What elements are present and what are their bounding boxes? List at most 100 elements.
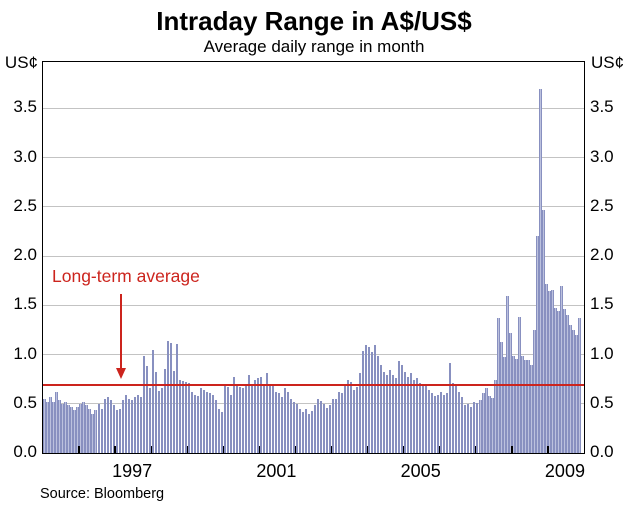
- bar: [184, 382, 187, 453]
- bar: [298, 408, 302, 453]
- bar: [61, 403, 64, 453]
- bar: [455, 386, 458, 453]
- x-tick-label: 1997: [112, 461, 153, 481]
- bar: [70, 406, 73, 453]
- bar: [91, 413, 94, 453]
- bar: [389, 370, 392, 453]
- bar: [169, 342, 172, 453]
- bar: [178, 380, 181, 453]
- bar: [310, 410, 314, 453]
- gridline: [43, 304, 584, 306]
- bar: [100, 408, 103, 453]
- bar: [548, 291, 551, 453]
- bar: [461, 396, 464, 453]
- y-axis-unit-left: US¢: [4, 53, 38, 72]
- bar: [343, 385, 347, 453]
- bar: [268, 385, 272, 453]
- bar: [247, 375, 251, 453]
- bar: [404, 372, 407, 453]
- bar: [431, 392, 434, 453]
- bar: [352, 389, 356, 453]
- bar: [383, 372, 386, 453]
- bar: [265, 373, 269, 453]
- bar: [395, 378, 398, 453]
- x-tick-label: 2005: [400, 461, 441, 481]
- bar: [193, 394, 196, 453]
- bar: [43, 398, 46, 453]
- y-tick-label: 3.5: [13, 97, 37, 117]
- bar: [494, 380, 497, 453]
- bar: [413, 380, 416, 453]
- bar: [530, 365, 533, 453]
- bar: [407, 377, 410, 453]
- bar: [346, 380, 350, 453]
- bar: [392, 375, 395, 453]
- bar: [121, 399, 124, 453]
- bar: [464, 404, 467, 453]
- bar: [277, 392, 281, 453]
- bar: [334, 398, 338, 453]
- bar: [575, 334, 578, 453]
- bar: [208, 392, 211, 453]
- bar: [202, 389, 205, 453]
- bar: [337, 391, 341, 453]
- bar: [205, 391, 208, 453]
- x-tick: [511, 446, 513, 453]
- y-tick-label: 3.0: [13, 146, 37, 166]
- bar: [244, 385, 248, 453]
- bar: [292, 401, 296, 453]
- bar: [157, 390, 160, 453]
- bar: [235, 384, 239, 453]
- y-tick-label: 3.5: [590, 97, 614, 117]
- bar: [503, 357, 506, 453]
- bar: [560, 285, 563, 453]
- bar: [52, 401, 55, 453]
- bar: [422, 386, 425, 453]
- bar: [118, 408, 121, 453]
- y-tick-label: 1.0: [13, 343, 37, 363]
- bar: [545, 283, 548, 453]
- y-axis-unit-right: US¢: [591, 53, 625, 72]
- bar: [295, 403, 299, 453]
- bar: [103, 398, 106, 453]
- y-tick-label: 0.0: [13, 442, 37, 461]
- bar: [301, 411, 305, 453]
- y-tick-label: 2.5: [590, 195, 614, 215]
- bar: [419, 383, 422, 453]
- x-tick: [402, 446, 405, 453]
- bar: [214, 399, 217, 453]
- y-tick-label: 1.0: [590, 343, 614, 363]
- bar: [500, 341, 503, 453]
- bar: [154, 372, 157, 453]
- x-tick: [186, 446, 188, 453]
- bar: [190, 391, 193, 453]
- long-term-average-label: Long-term average: [52, 266, 200, 286]
- bar: [49, 396, 52, 453]
- x-tick: [222, 446, 225, 453]
- bar: [428, 389, 431, 453]
- bar: [371, 351, 374, 453]
- bar: [512, 355, 515, 453]
- bar: [304, 408, 308, 453]
- bar: [410, 373, 413, 453]
- bar: [181, 381, 184, 453]
- bar: [187, 383, 190, 453]
- bar: [46, 401, 49, 453]
- bar: [440, 391, 443, 453]
- bar: [542, 209, 545, 453]
- bar: [521, 355, 524, 453]
- y-tick-label: 0.5: [13, 392, 37, 412]
- bar: [55, 391, 58, 453]
- bar: [133, 396, 136, 453]
- x-tick: [150, 446, 152, 453]
- bar: [476, 402, 479, 453]
- bar: [449, 363, 452, 453]
- bar: [76, 406, 79, 453]
- bar: [163, 369, 166, 453]
- bar: [127, 398, 130, 453]
- bar: [106, 396, 109, 453]
- bar: [223, 385, 227, 453]
- bar: [97, 403, 100, 453]
- y-tick-label: 2.5: [13, 195, 37, 215]
- bar: [563, 309, 566, 453]
